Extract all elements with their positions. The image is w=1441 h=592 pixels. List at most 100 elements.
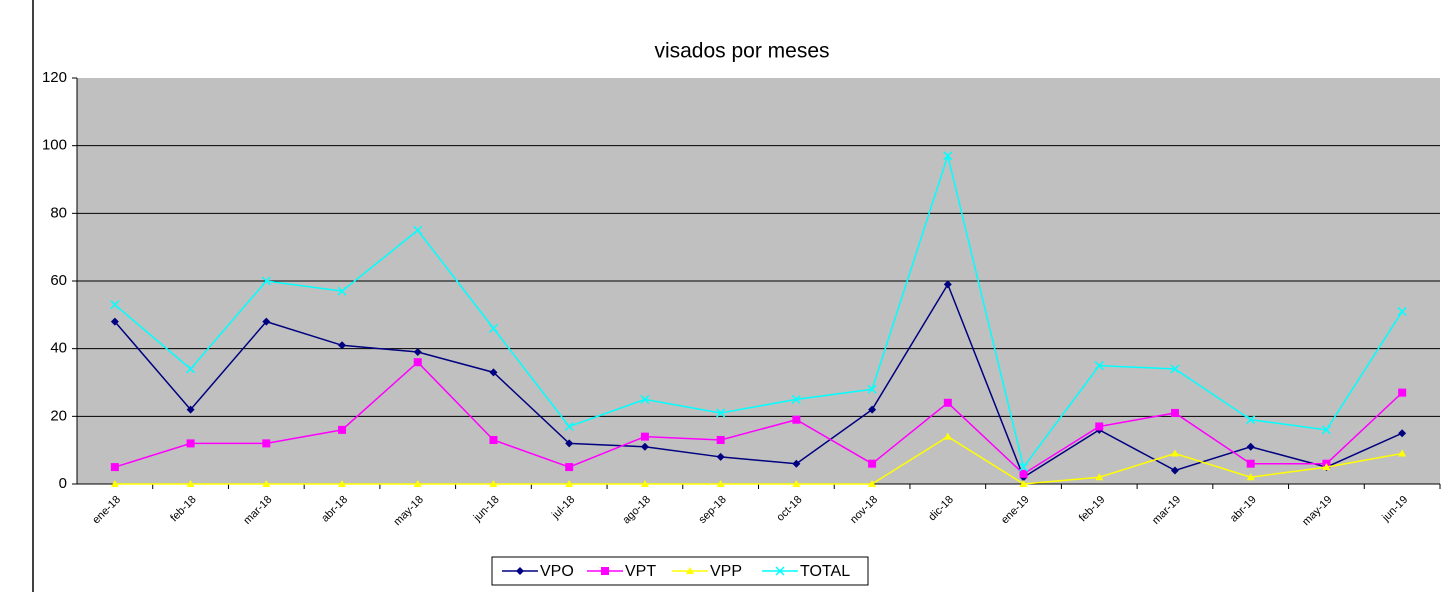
x-tick-label: jun-18: [471, 494, 502, 525]
marker: [1170, 364, 1180, 374]
marker: [792, 415, 801, 424]
marker: [565, 463, 574, 472]
series-line: [114, 361, 1403, 475]
y-tick-label: 60: [50, 272, 67, 289]
y-tick-label: 100: [42, 137, 67, 154]
chart-title: visados por meses: [654, 40, 829, 63]
x-tick-label: nov-18: [848, 494, 880, 526]
marker: [413, 480, 422, 487]
x-tick-label: abr-19: [1228, 494, 1259, 525]
marker: [640, 480, 649, 487]
x-tick-label: dic-18: [926, 494, 956, 524]
marker: [943, 280, 952, 289]
y-tick-label: 120: [42, 69, 67, 86]
marker: [186, 439, 195, 448]
legend-marker: [775, 566, 785, 576]
marker: [110, 317, 119, 326]
x-tick-label: feb-18: [168, 494, 199, 525]
marker: [868, 459, 877, 468]
marker: [791, 394, 801, 404]
marker: [1170, 449, 1179, 457]
marker: [1019, 469, 1028, 478]
y-tick-label: 80: [50, 204, 67, 221]
marker: [1018, 462, 1029, 472]
series-line: [114, 435, 1403, 485]
marker: [337, 286, 347, 296]
marker: [868, 480, 877, 487]
marker: [1246, 442, 1255, 451]
marker: [1398, 449, 1407, 457]
marker: [716, 408, 726, 418]
marker: [943, 151, 953, 161]
x-tick-label: ene-19: [999, 494, 1032, 527]
marker: [1322, 463, 1331, 471]
marker: [716, 436, 725, 445]
marker: [565, 480, 574, 487]
marker: [1019, 480, 1028, 487]
marker: [186, 480, 195, 487]
marker: [262, 317, 271, 326]
marker: [1095, 422, 1104, 431]
marker: [1246, 415, 1256, 425]
x-tick-label: jun-19: [1380, 494, 1411, 525]
marker: [564, 421, 574, 432]
marker: [489, 480, 498, 487]
marker: [716, 480, 725, 487]
marker: [413, 348, 422, 357]
marker: [110, 463, 119, 472]
x-tick-label: oct-18: [774, 494, 804, 524]
x-tick-label: jul-18: [549, 494, 577, 522]
y-tick-label: 20: [50, 407, 67, 424]
marker: [413, 225, 423, 235]
legend: VPO VPT VPP TOTAL: [491, 556, 869, 586]
x-tick-label: feb-19: [1077, 494, 1108, 525]
marker: [1170, 466, 1179, 475]
legend-marker: [516, 567, 524, 575]
marker: [413, 358, 422, 367]
x-tick-label: mar-18: [241, 494, 274, 527]
marker: [110, 300, 120, 310]
marker: [261, 276, 271, 286]
x-tick-label: may-19: [1300, 494, 1334, 528]
marker: [640, 432, 649, 441]
y-tick-label: 0: [59, 475, 67, 492]
marker: [1095, 473, 1104, 481]
marker: [488, 323, 499, 333]
marker: [565, 439, 574, 448]
legend-marker: [601, 567, 609, 575]
marker: [110, 480, 119, 487]
marker: [716, 452, 725, 461]
marker: [338, 341, 347, 350]
marker: [1246, 459, 1255, 468]
marker: [867, 384, 877, 394]
marker: [792, 459, 801, 468]
marker: [262, 439, 271, 448]
series-line: [114, 153, 1403, 469]
marker: [489, 436, 498, 445]
marker: [1094, 361, 1104, 371]
marker: [792, 480, 801, 487]
legend-label: TOTAL: [800, 563, 850, 580]
marker: [186, 364, 196, 374]
x-tick-label: abr-18: [319, 494, 350, 525]
marker: [640, 394, 650, 404]
x-tick-label: may-18: [391, 494, 425, 528]
legend-label: VPP: [710, 563, 742, 580]
marker: [338, 425, 347, 434]
series-line: [114, 282, 1403, 479]
marker: [1321, 425, 1331, 435]
marker: [1170, 408, 1179, 417]
marker: [943, 432, 952, 440]
x-tick-label: sep-18: [697, 494, 729, 526]
marker: [943, 398, 952, 407]
x-tick-label: ago-18: [620, 494, 653, 527]
y-tick-label: 40: [50, 340, 67, 357]
marker: [489, 368, 498, 377]
legend-label: VPT: [625, 563, 656, 580]
x-tick-label: mar-19: [1150, 494, 1183, 527]
marker: [1398, 429, 1407, 438]
x-tick-label: ene-18: [90, 494, 123, 527]
legend-label: VPO: [540, 563, 574, 580]
marker: [262, 480, 271, 487]
